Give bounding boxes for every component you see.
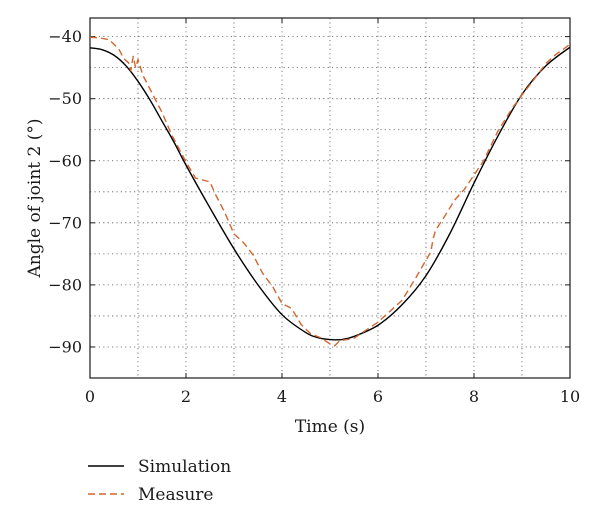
y-tick-label: −40 [48,27,82,46]
y-tick-label: −60 [48,151,82,170]
y-tick-label: −70 [48,213,82,232]
series-line-simulation [89,46,571,341]
legend: Simulation Measure [88,457,231,505]
y-tick-label: −90 [48,337,82,356]
x-tick-label: 8 [469,387,479,406]
x-tick-label: 0 [85,387,95,406]
y-tick-label: −80 [48,275,82,294]
y-axis-label: Angle of joint 2 (°) [25,118,45,278]
y-tick-label: −50 [48,89,82,108]
x-tick-label: 2 [181,387,191,406]
plot-frame [89,17,571,379]
legend-label-measure: Measure [138,485,213,505]
legend-label-simulation: Simulation [138,457,231,477]
x-tick-label: 4 [277,387,287,406]
tick-labels: 0 2 4 6 8 10 −90 −80 −70 −60 −50 −40 [48,27,580,406]
series-line-measure [89,36,571,347]
axis-ticks [89,18,571,378]
x-tick-label: 10 [560,387,580,406]
grid-lines [90,18,570,378]
x-tick-label: 6 [373,387,383,406]
series-layer [89,36,571,347]
x-axis-label: Time (s) [295,417,365,437]
